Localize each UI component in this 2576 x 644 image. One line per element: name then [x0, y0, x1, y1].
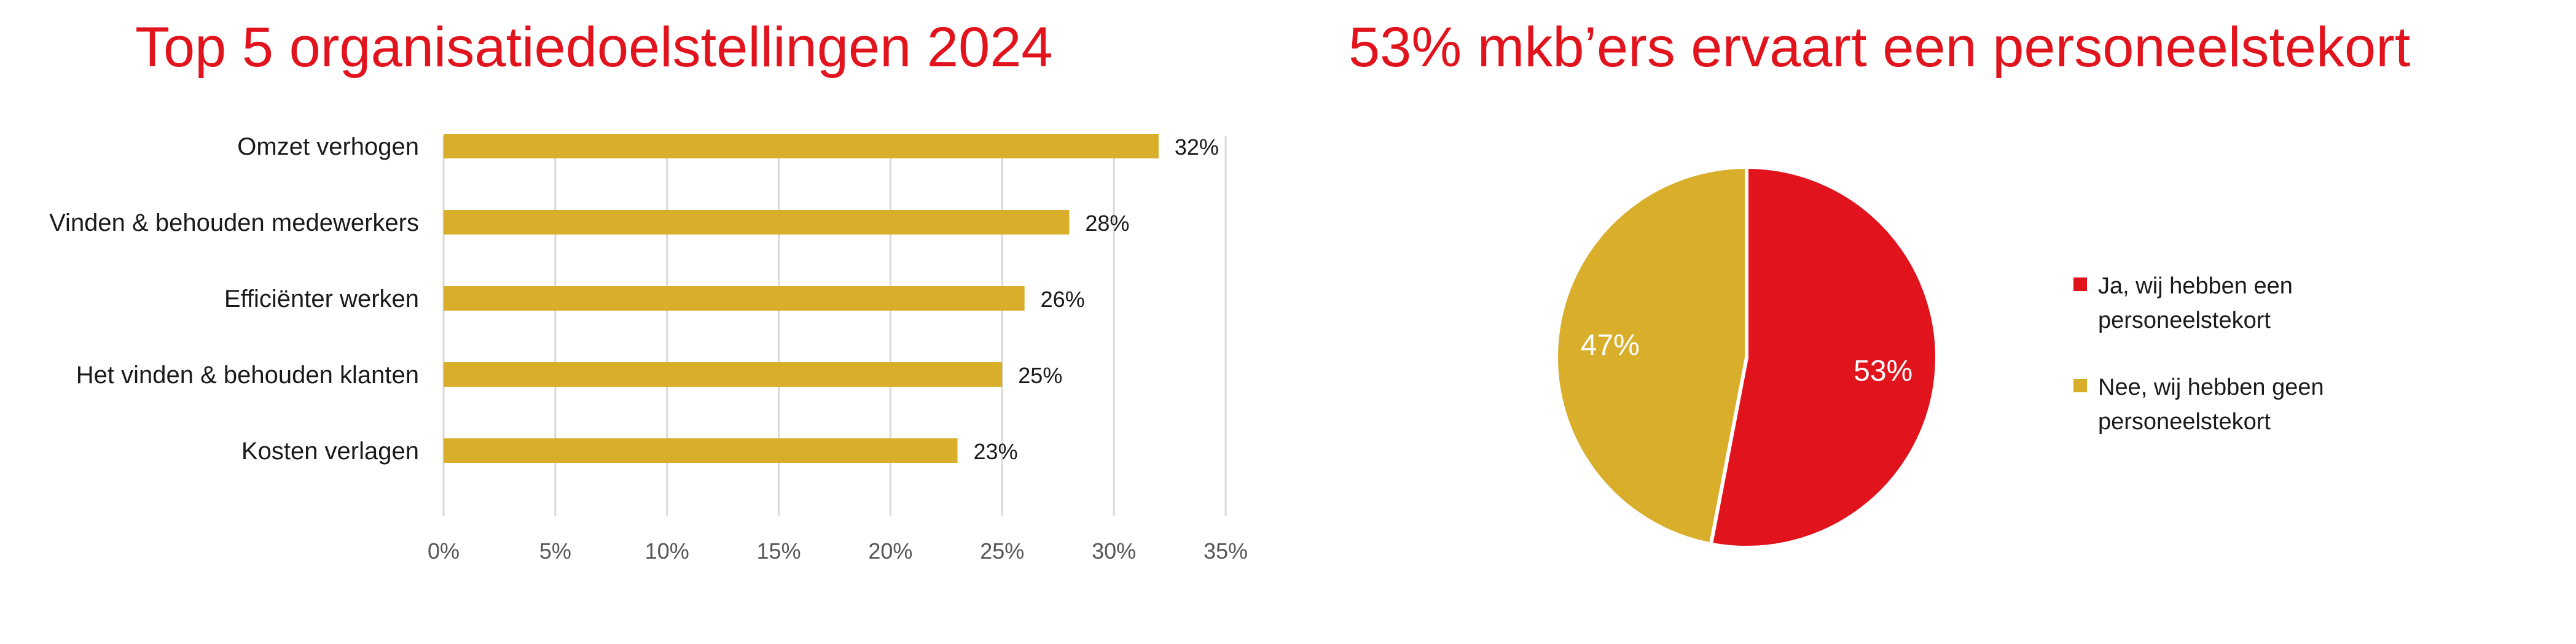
x-tick-label: 20% [868, 538, 912, 564]
slice-value-label: 47% [1581, 329, 1640, 362]
category-label: Kosten verlagen [241, 438, 419, 465]
data-label: 23% [974, 439, 1018, 464]
category-label: Efficiënter werken [224, 285, 419, 312]
bar-chart: 0% 5% 10% 15% 20% 25% 30% 35% Omzet verhogen 32% V… [49, 133, 1248, 564]
bar [444, 210, 1070, 235]
legend-label: Nee, wij hebben geen [2098, 374, 2324, 400]
legend-label: personeelstekort [2098, 409, 2271, 435]
pie-chart-title: 53% mkb’ers ervaart een personeelstekort [1349, 16, 2411, 79]
legend-swatch [2073, 277, 2087, 291]
x-tick-label: 25% [980, 538, 1024, 564]
bar [444, 438, 958, 463]
category-label: Vinden & behouden medewerkers [49, 209, 419, 236]
x-tick-label: 30% [1092, 538, 1136, 564]
legend-label: Ja, wij hebben een [2098, 273, 2293, 299]
x-tick-label: 0% [428, 538, 460, 564]
bar [444, 362, 1003, 387]
data-label: 32% [1175, 134, 1219, 160]
legend-label: personeelstekort [2098, 308, 2271, 333]
category-label: Omzet verhogen [237, 133, 419, 160]
pie-slice [1554, 165, 1748, 547]
slice-value-label: 53% [1854, 355, 1912, 387]
bar [444, 286, 1025, 311]
pie-slice [1709, 165, 1939, 549]
bar [444, 134, 1159, 158]
data-label: 28% [1085, 211, 1129, 236]
category-label: Het vinden & behouden klanten [76, 362, 419, 389]
x-tick-label: 15% [757, 538, 801, 564]
x-tick-label: 5% [539, 538, 571, 564]
data-label: 25% [1018, 363, 1062, 388]
x-tick-label: 35% [1204, 538, 1248, 564]
data-label: 26% [1041, 287, 1085, 312]
x-tick-label: 10% [645, 538, 689, 564]
legend-swatch [2073, 379, 2087, 392]
bar-chart-title: Top 5 organisatiedoelstellingen 2024 [135, 16, 1053, 79]
